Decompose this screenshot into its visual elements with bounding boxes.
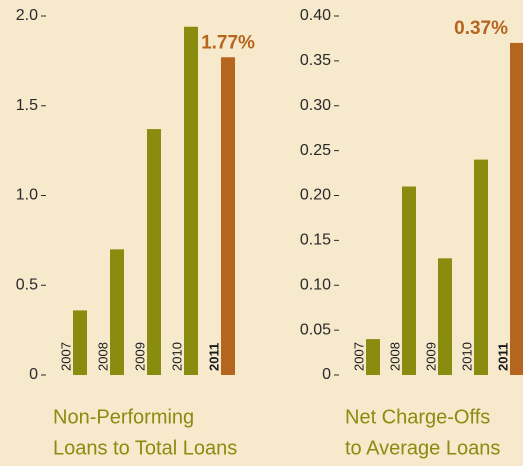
bar: [402, 186, 416, 375]
x-tick-label: 2011: [495, 343, 510, 371]
chart-title: Loans to Total Loans: [53, 437, 237, 459]
y-tick-label: 0.25: [300, 142, 331, 159]
x-tick-label: 2007: [351, 342, 366, 371]
chart-title: Non-Performing: [53, 406, 194, 428]
x-tick-label: 2009: [132, 342, 147, 371]
bar: [366, 339, 380, 375]
chart-title: Net Charge-Offs: [345, 406, 490, 428]
value-label: 1.77%: [201, 32, 255, 53]
x-tick-label: 2010: [459, 342, 474, 371]
bar: [184, 26, 198, 376]
bar: [438, 258, 452, 375]
x-tick-label: 2008: [95, 342, 110, 371]
bar: [110, 249, 124, 375]
y-tick-label: 0.30: [300, 97, 331, 114]
bar: [221, 57, 235, 375]
y-tick-label: 0: [29, 366, 38, 383]
y-tick-label: 0.40: [300, 7, 331, 24]
x-tick-label: 2008: [387, 342, 402, 371]
bar: [510, 42, 523, 376]
y-tick-label: 0.10: [300, 276, 331, 293]
y-tick-label: 1.5: [16, 97, 38, 114]
value-label: 0.37%: [454, 18, 508, 39]
x-tick-label: 2007: [58, 342, 73, 371]
y-tick-label: 0.20: [300, 187, 331, 204]
y-tick-label: 0.05: [300, 321, 331, 338]
bar: [147, 129, 161, 375]
x-tick-label: 2011: [206, 343, 221, 371]
y-tick-label: 1.0: [16, 187, 38, 204]
x-tick-label: 2010: [169, 342, 184, 371]
y-tick-label: 2.0: [16, 7, 38, 24]
y-tick-label: 0: [322, 366, 331, 383]
chart-title: to Average Loans: [345, 437, 500, 459]
y-tick-label: 0.5: [16, 276, 38, 293]
bar: [474, 159, 488, 375]
bar: [73, 310, 87, 375]
y-tick-label: 0.15: [300, 232, 331, 249]
y-tick-label: 0.35: [300, 52, 331, 69]
x-tick-label: 2009: [423, 342, 438, 371]
